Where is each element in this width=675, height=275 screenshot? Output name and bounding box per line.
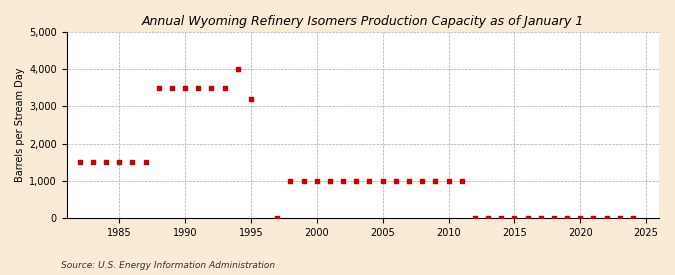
Point xyxy=(272,216,283,220)
Point xyxy=(311,179,322,183)
Point xyxy=(443,179,454,183)
Point xyxy=(246,97,256,101)
Point xyxy=(325,179,335,183)
Point xyxy=(614,216,625,220)
Point xyxy=(456,179,467,183)
Point xyxy=(522,216,533,220)
Point xyxy=(167,86,178,90)
Point xyxy=(483,216,493,220)
Point xyxy=(588,216,599,220)
Point xyxy=(232,67,243,72)
Point xyxy=(114,160,125,164)
Y-axis label: Barrels per Stream Day: Barrels per Stream Day xyxy=(15,68,25,182)
Point xyxy=(285,179,296,183)
Point xyxy=(628,216,639,220)
Point xyxy=(430,179,441,183)
Point xyxy=(101,160,111,164)
Point xyxy=(601,216,612,220)
Point xyxy=(193,86,204,90)
Point xyxy=(377,179,388,183)
Title: Annual Wyoming Refinery Isomers Production Capacity as of January 1: Annual Wyoming Refinery Isomers Producti… xyxy=(142,15,584,28)
Point xyxy=(509,216,520,220)
Point xyxy=(562,216,572,220)
Point xyxy=(575,216,586,220)
Point xyxy=(549,216,560,220)
Point xyxy=(364,179,375,183)
Point xyxy=(140,160,151,164)
Point xyxy=(469,216,480,220)
Point xyxy=(74,160,85,164)
Point xyxy=(298,179,309,183)
Point xyxy=(153,86,164,90)
Point xyxy=(88,160,99,164)
Point xyxy=(390,179,401,183)
Point xyxy=(219,86,230,90)
Point xyxy=(351,179,362,183)
Point xyxy=(495,216,506,220)
Point xyxy=(127,160,138,164)
Text: Source: U.S. Energy Information Administration: Source: U.S. Energy Information Administ… xyxy=(61,260,275,270)
Point xyxy=(180,86,190,90)
Point xyxy=(404,179,414,183)
Point xyxy=(338,179,348,183)
Point xyxy=(206,86,217,90)
Point xyxy=(416,179,427,183)
Point xyxy=(535,216,546,220)
